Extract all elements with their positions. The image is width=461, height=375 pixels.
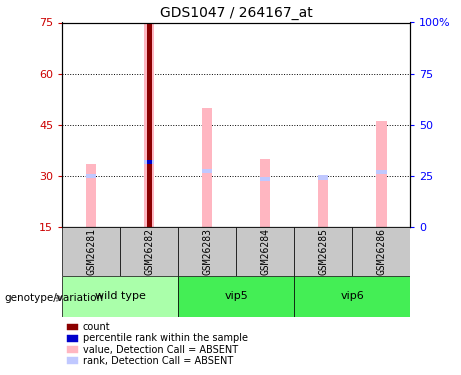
- Bar: [260, 177, 271, 181]
- Text: rank, Detection Call = ABSENT: rank, Detection Call = ABSENT: [83, 356, 233, 366]
- Text: GSM26282: GSM26282: [144, 228, 154, 275]
- Bar: [144, 160, 154, 164]
- Bar: [202, 169, 213, 173]
- Bar: [178, 227, 236, 276]
- Title: GDS1047 / 264167_at: GDS1047 / 264167_at: [160, 6, 313, 20]
- Bar: [376, 121, 386, 227]
- Bar: [86, 174, 96, 178]
- Text: vip5: vip5: [225, 291, 248, 301]
- Bar: [62, 227, 120, 276]
- Bar: [352, 227, 410, 276]
- Bar: [144, 22, 154, 227]
- Bar: [202, 108, 213, 227]
- Text: count: count: [83, 322, 111, 332]
- Text: percentile rank within the sample: percentile rank within the sample: [83, 333, 248, 343]
- Text: GSM26281: GSM26281: [86, 228, 96, 275]
- Text: GSM26285: GSM26285: [318, 228, 328, 275]
- Text: GSM26283: GSM26283: [202, 228, 212, 275]
- Bar: [147, 22, 152, 227]
- Text: wild type: wild type: [95, 291, 146, 301]
- Bar: [62, 276, 178, 317]
- Bar: [318, 179, 329, 227]
- Bar: [178, 276, 294, 317]
- Bar: [294, 227, 352, 276]
- Text: vip6: vip6: [340, 291, 364, 301]
- Bar: [120, 227, 178, 276]
- Bar: [318, 176, 329, 180]
- Bar: [86, 164, 96, 227]
- Text: GSM26284: GSM26284: [260, 228, 270, 275]
- Bar: [294, 276, 410, 317]
- Bar: [376, 170, 386, 174]
- Text: GSM26286: GSM26286: [376, 228, 386, 275]
- Bar: [147, 160, 152, 164]
- Text: genotype/variation: genotype/variation: [5, 293, 104, 303]
- Bar: [260, 159, 271, 227]
- Text: value, Detection Call = ABSENT: value, Detection Call = ABSENT: [83, 345, 238, 354]
- Bar: [236, 227, 294, 276]
